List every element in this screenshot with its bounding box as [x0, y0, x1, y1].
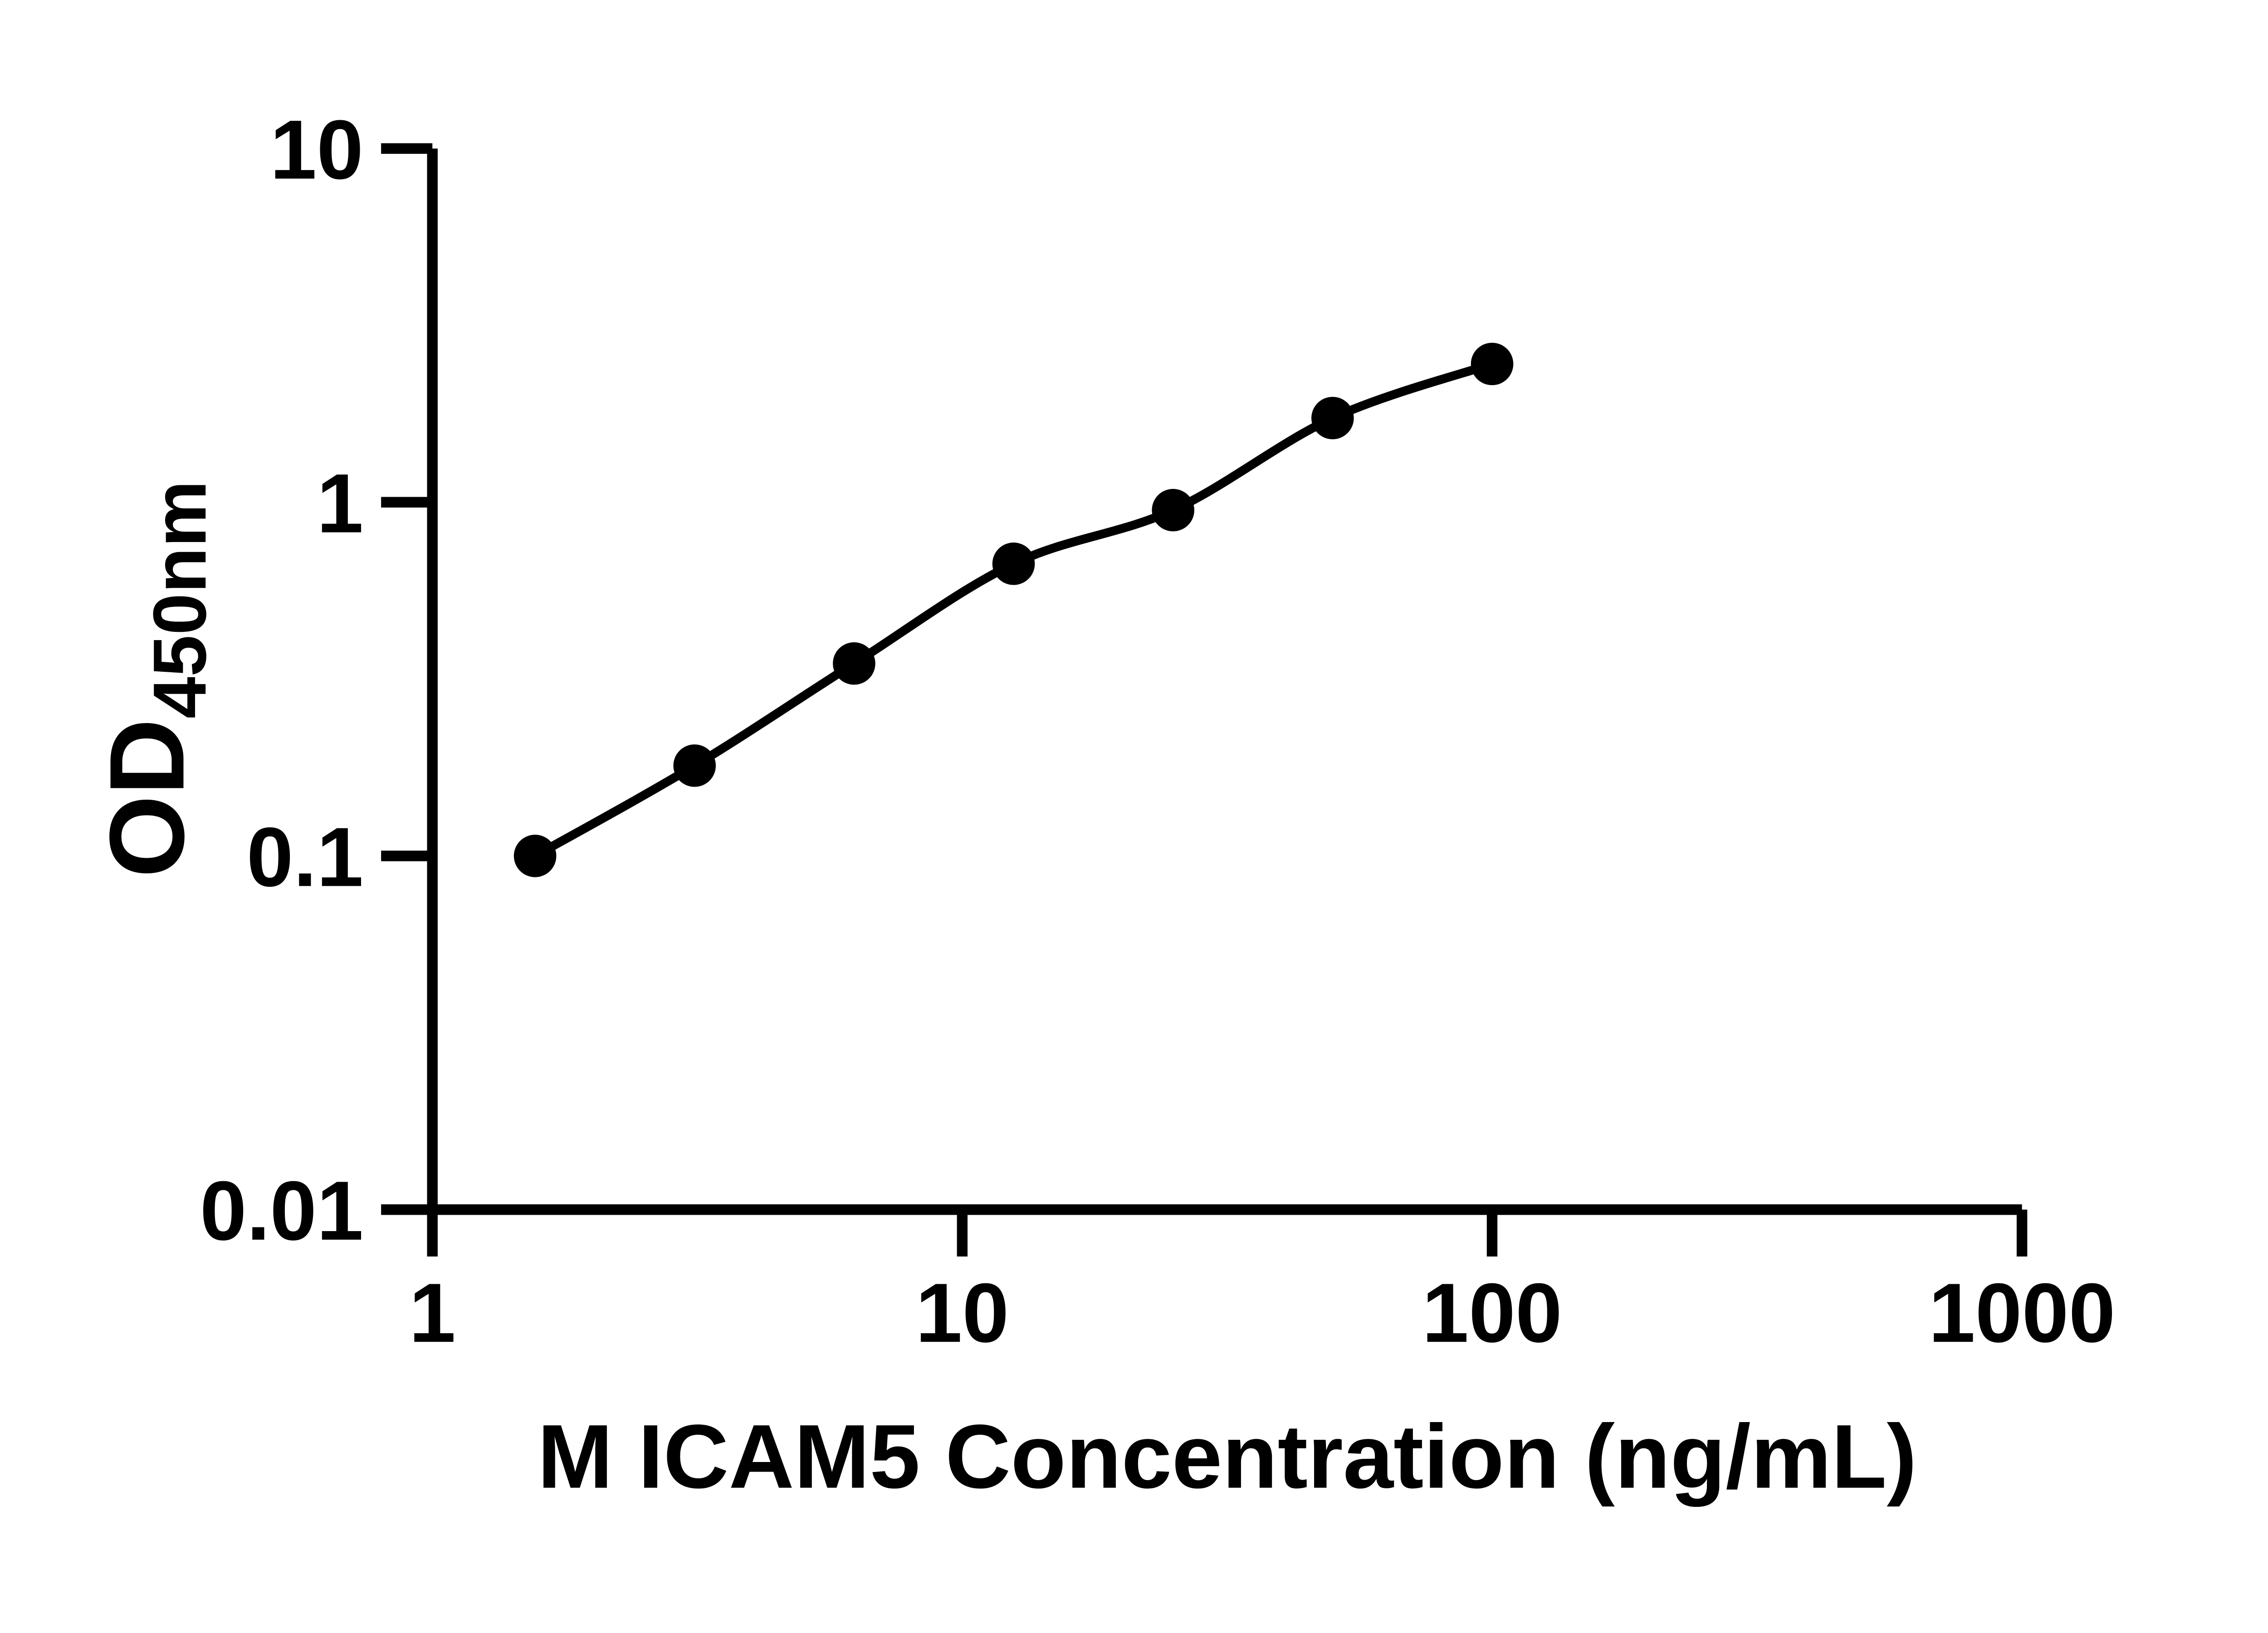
x-tick-label: 10: [915, 1266, 1009, 1360]
y-axis-title-main: OD: [87, 719, 206, 878]
y-tick-label: 10: [270, 103, 363, 197]
plot-background: [0, 0, 2268, 1592]
data-point: [1471, 342, 1514, 386]
data-point: [673, 744, 716, 787]
data-point: [992, 543, 1035, 585]
x-tick-label: 100: [1422, 1266, 1562, 1360]
x-axis-title: M ICAM5 Concentration (ng/mL): [538, 1406, 1917, 1507]
data-point: [833, 642, 875, 685]
y-axis-title: OD450nm: [87, 480, 222, 878]
elisa-standard-curve-figure: 10 1 0.1 0.01 1 10 100 1000 M ICAM5 Concentratio…: [0, 0, 2268, 1592]
data-point: [513, 835, 557, 877]
data-point: [1152, 489, 1194, 532]
y-axis-title-subscript: 450nm: [138, 480, 222, 719]
y-tick-label: 0.01: [200, 1164, 363, 1258]
y-tick-label: 1: [317, 456, 363, 550]
data-point: [1311, 396, 1354, 440]
y-tick-label: 0.1: [247, 810, 363, 904]
x-tick-label: 1: [409, 1266, 456, 1360]
x-tick-label: 1000: [1929, 1266, 2116, 1360]
